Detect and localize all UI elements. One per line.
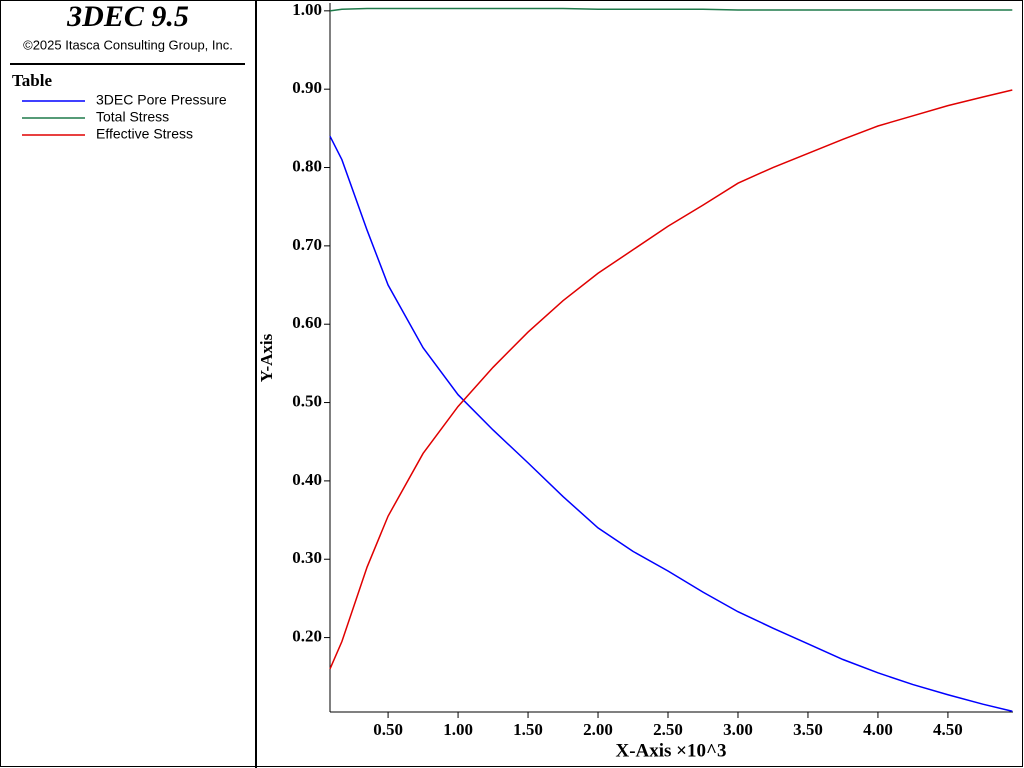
y-tick-label: 0.30 [292, 548, 322, 567]
copyright: ©2025 Itasca Consulting Group, Inc. [23, 37, 233, 52]
x-tick-label: 1.00 [443, 720, 473, 739]
y-tick-label: 0.20 [292, 626, 322, 645]
x-tick-label: 3.50 [793, 720, 823, 739]
y-tick-label: 0.80 [292, 156, 322, 175]
y-tick-label: 0.70 [292, 235, 322, 254]
legend-title: Table [12, 71, 52, 90]
app-title: 3DEC 9.5 [66, 0, 189, 33]
legend-label: Effective Stress [96, 126, 193, 142]
x-tick-label: 0.50 [373, 720, 403, 739]
y-tick-label: 0.60 [292, 313, 322, 332]
x-tick-label: 2.00 [583, 720, 613, 739]
series-line [329, 7, 1013, 12]
x-tick-label: 2.50 [653, 720, 683, 739]
series-line [329, 135, 1013, 712]
x-tick-label: 4.00 [863, 720, 893, 739]
y-tick-label: 0.90 [292, 78, 322, 97]
x-tick-label: 3.00 [723, 720, 753, 739]
y-axis-label: Y-Axis [257, 333, 276, 382]
x-axis-label: X-Axis ×10^3 [615, 740, 726, 761]
series-line [329, 89, 1013, 670]
y-tick-label: 0.50 [292, 391, 322, 410]
y-tick-label: 1.00 [292, 0, 322, 19]
legend-label: 3DEC Pore Pressure [96, 92, 227, 108]
x-tick-label: 4.50 [933, 720, 963, 739]
x-tick-label: 1.50 [513, 720, 543, 739]
y-tick-label: 0.40 [292, 470, 322, 489]
legend-label: Total Stress [96, 109, 169, 125]
